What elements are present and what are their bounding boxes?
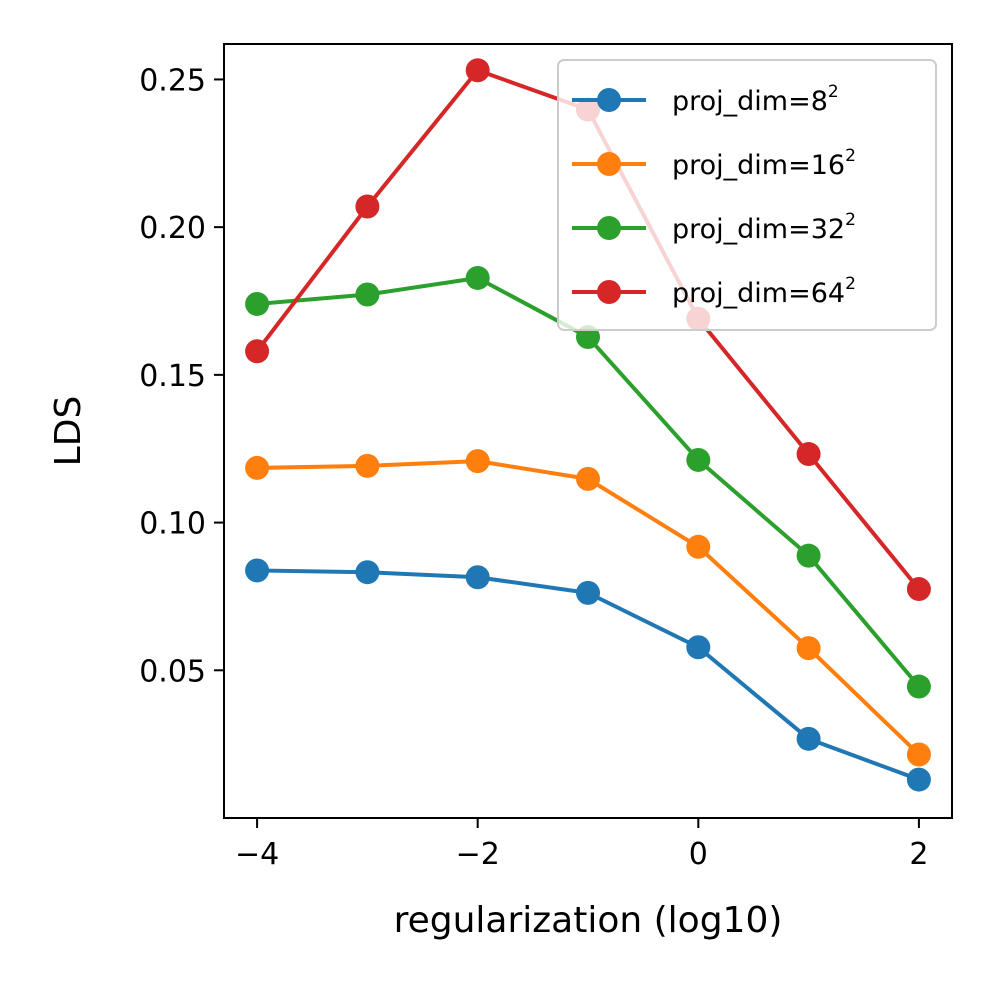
- data-point: [906, 767, 931, 792]
- legend-marker: [597, 216, 621, 240]
- legend-box: [557, 59, 937, 331]
- y-tick-label: 0.15: [139, 359, 206, 394]
- data-point: [686, 447, 711, 472]
- data-point: [245, 455, 270, 480]
- x-tick-label: 2: [909, 837, 928, 872]
- y-tick-label: 0.25: [139, 63, 206, 98]
- data-point: [906, 742, 931, 767]
- x-tick-label: −2: [456, 837, 500, 872]
- y-axis-label: LDS: [48, 396, 89, 467]
- data-point: [576, 580, 600, 605]
- data-point: [686, 534, 711, 559]
- data-point: [796, 726, 821, 751]
- data-point: [906, 577, 931, 602]
- legend: proj_dim=82 proj_dim=162 proj_dim=322 proj_…: [557, 59, 937, 331]
- data-point: [796, 543, 821, 568]
- data-point: [686, 635, 711, 660]
- data-point: [906, 674, 931, 699]
- legend-label: proj_dim=322: [672, 210, 856, 245]
- y-tick-label: 0.20: [139, 211, 206, 246]
- x-tick-label: 0: [689, 837, 708, 872]
- legend-label: proj_dim=642: [672, 274, 856, 309]
- series-layer: [245, 58, 931, 792]
- data-point: [576, 325, 600, 350]
- legend-entry-3: proj_dim=642: [572, 274, 856, 309]
- plot-frame: [223, 43, 953, 819]
- data-point: [245, 291, 270, 316]
- legend-marker: [597, 280, 621, 304]
- data-point: [355, 282, 380, 307]
- data-point: [465, 565, 490, 590]
- data-point: [355, 194, 380, 219]
- legend-entry-0: proj_dim=82: [572, 82, 839, 117]
- data-point: [576, 466, 600, 491]
- series-line-1: [255, 459, 922, 758]
- x-tick-label: −4: [235, 837, 279, 872]
- x-axis-label: regularization (log10): [394, 900, 783, 941]
- data-point: [465, 449, 490, 474]
- legend-entry-1: proj_dim=162: [572, 146, 856, 181]
- y-tick-label: 0.05: [139, 654, 206, 689]
- series-2: [245, 265, 931, 699]
- axes-layer: −4 −2 0 2 0.05 0.10 0.15 0.20 0.25: [139, 43, 953, 872]
- series-0: [245, 558, 931, 792]
- data-point: [796, 636, 821, 661]
- legend-label: proj_dim=162: [672, 146, 856, 181]
- data-point: [465, 265, 490, 290]
- legend-entry-2: proj_dim=322: [572, 210, 856, 245]
- legend-label: proj_dim=82: [672, 82, 839, 117]
- data-point: [355, 453, 380, 478]
- data-point: [245, 339, 270, 364]
- data-point: [245, 558, 270, 583]
- data-point: [465, 58, 490, 83]
- y-tick-label: 0.10: [139, 507, 206, 542]
- series-1: [245, 449, 931, 767]
- data-point: [355, 560, 380, 585]
- legend-marker: [597, 88, 621, 112]
- data-point: [796, 442, 821, 467]
- legend-marker: [597, 152, 621, 176]
